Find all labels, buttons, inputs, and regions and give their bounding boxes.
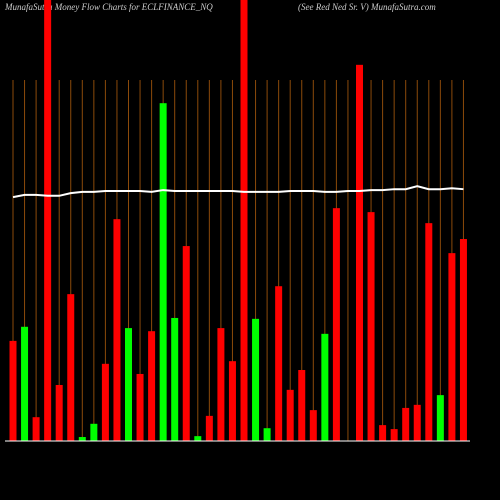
- bar: [309, 410, 317, 441]
- chart-title: MunafaSutra Money Flow Charts for ECLFIN…: [4, 2, 213, 12]
- bar: [205, 415, 213, 441]
- bar: [228, 361, 236, 441]
- bar: [90, 423, 98, 441]
- bar: [194, 436, 202, 441]
- bar: [425, 223, 433, 441]
- bar: [101, 363, 109, 441]
- bar: [298, 369, 306, 441]
- bar: [67, 294, 75, 441]
- bar: [217, 328, 225, 441]
- bar: [286, 389, 294, 441]
- bar: [402, 407, 410, 441]
- bar: [459, 239, 467, 441]
- bar: [436, 395, 444, 441]
- bar: [55, 384, 63, 441]
- bar: [356, 64, 363, 442]
- bar: [182, 246, 190, 441]
- bar: [240, 0, 248, 441]
- bar: [125, 328, 132, 441]
- bar: [9, 340, 17, 441]
- bar: [332, 208, 340, 441]
- bar: [321, 333, 329, 441]
- chart-subtitle: (See Red Ned Sr. V) MunafaSutra.com: [298, 2, 436, 12]
- bar: [136, 373, 144, 441]
- bar: [263, 428, 271, 441]
- bar: [390, 429, 398, 441]
- bar: [32, 417, 40, 441]
- money-flow-line: [12, 185, 464, 199]
- bar: [113, 219, 121, 441]
- bar: [21, 326, 29, 441]
- bar: [367, 212, 375, 441]
- bar: [448, 253, 456, 441]
- bar: [148, 331, 156, 441]
- bar: [44, 0, 52, 441]
- bar: [252, 318, 260, 441]
- bar: [379, 425, 387, 441]
- bar: [171, 317, 179, 441]
- bar: [413, 404, 421, 441]
- bar: [159, 103, 167, 441]
- bar: [78, 437, 86, 441]
- bar: [275, 286, 283, 441]
